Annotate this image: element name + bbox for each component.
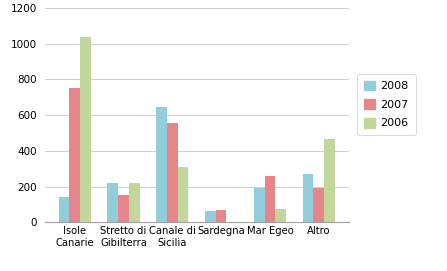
Bar xyxy=(313,188,324,222)
Bar xyxy=(254,188,265,222)
Bar xyxy=(59,197,69,222)
Legend: 2008, 2007, 2006: 2008, 2007, 2006 xyxy=(357,74,416,135)
Bar xyxy=(69,88,80,222)
Bar xyxy=(156,107,167,222)
Bar xyxy=(107,183,118,222)
Bar xyxy=(275,209,286,222)
Bar xyxy=(167,123,177,222)
Bar xyxy=(216,210,227,222)
Bar xyxy=(129,183,139,222)
Bar xyxy=(205,211,216,222)
Bar xyxy=(265,176,275,222)
Bar xyxy=(324,139,335,222)
Bar xyxy=(80,37,91,222)
Bar xyxy=(118,195,129,222)
Bar xyxy=(303,174,313,222)
Bar xyxy=(177,167,188,222)
